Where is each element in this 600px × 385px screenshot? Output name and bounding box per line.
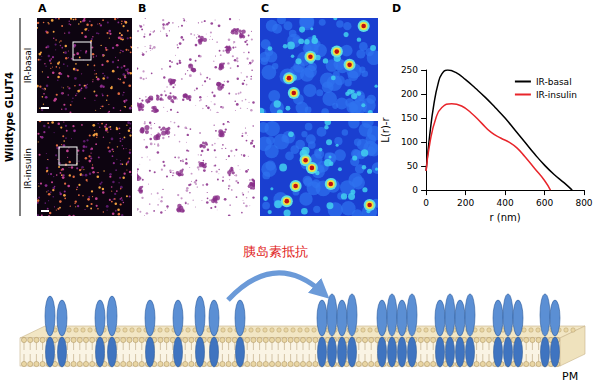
svg-text:100: 100	[401, 137, 418, 147]
svg-text:250: 250	[401, 65, 418, 75]
svg-text:Wildtype GLUT4: Wildtype GLUT4	[4, 72, 15, 162]
svg-text:C: C	[261, 2, 269, 15]
svg-text:A: A	[38, 2, 47, 15]
svg-text:800: 800	[575, 198, 592, 208]
svg-text:B: B	[138, 2, 146, 15]
svg-text:IR-basal: IR-basal	[23, 48, 33, 84]
svg-text:r (nm): r (nm)	[489, 212, 520, 223]
svg-text:150: 150	[401, 113, 418, 123]
svg-text:0: 0	[423, 198, 429, 208]
svg-text:600: 600	[536, 198, 553, 208]
svg-text:L(r)-r: L(r)-r	[380, 117, 391, 143]
svg-text:IR-basal: IR-basal	[536, 77, 572, 87]
svg-text:50: 50	[407, 161, 419, 171]
svg-text:D: D	[392, 2, 401, 15]
svg-text:200: 200	[457, 198, 474, 208]
svg-text:IR-insulin: IR-insulin	[536, 90, 577, 100]
svg-text:胰岛素抵抗: 胰岛素抵抗	[243, 244, 308, 259]
svg-text:0: 0	[412, 185, 418, 195]
svg-text:200: 200	[401, 89, 418, 99]
svg-text:IR-insulin: IR-insulin	[23, 148, 33, 189]
svg-text:400: 400	[496, 198, 513, 208]
svg-text:PM: PM	[562, 370, 578, 383]
